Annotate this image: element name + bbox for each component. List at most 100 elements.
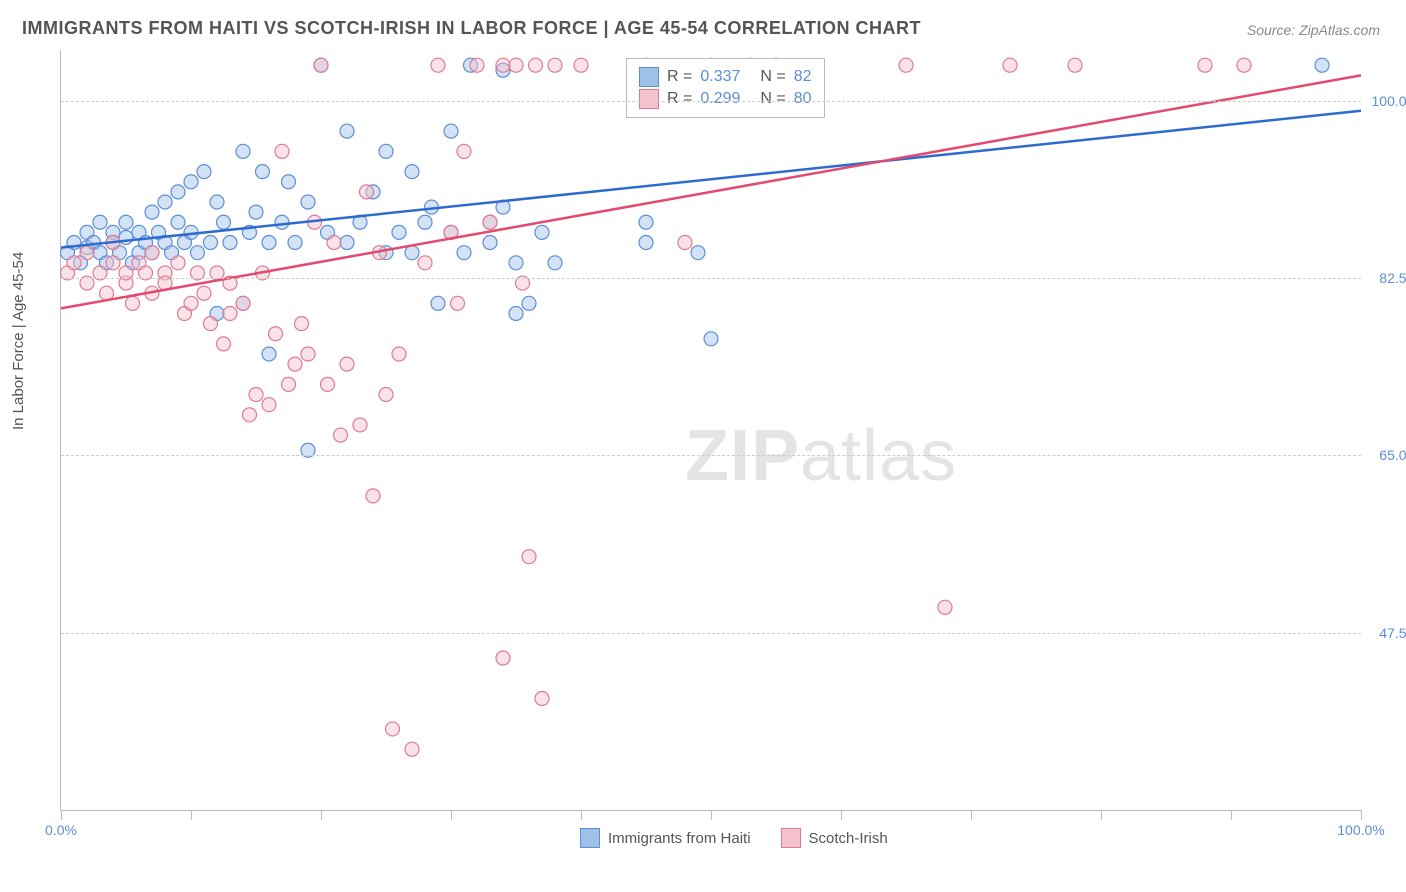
x-tick — [971, 810, 972, 820]
data-point-scotch — [275, 144, 289, 158]
data-point-haiti — [535, 225, 549, 239]
legend-swatch-icon — [781, 828, 801, 848]
data-point-haiti — [457, 246, 471, 260]
data-point-scotch — [451, 296, 465, 310]
x-tick — [1231, 810, 1232, 820]
data-point-scotch — [1198, 58, 1212, 72]
data-point-scotch — [314, 58, 328, 72]
data-point-scotch — [899, 58, 913, 72]
data-point-haiti — [431, 296, 445, 310]
x-tick — [61, 810, 62, 820]
trend-line-haiti — [61, 111, 1361, 248]
data-point-scotch — [217, 337, 231, 351]
data-point-haiti — [548, 256, 562, 270]
data-point-haiti — [301, 195, 315, 209]
n-value: 80 — [794, 90, 812, 108]
legend-swatch-icon — [580, 828, 600, 848]
legend-swatch-icon — [639, 89, 659, 109]
chart-title: IMMIGRANTS FROM HAITI VS SCOTCH-IRISH IN… — [22, 18, 921, 39]
y-tick-label: 65.0% — [1369, 447, 1406, 463]
data-point-scotch — [1068, 58, 1082, 72]
chart-container: IMMIGRANTS FROM HAITI VS SCOTCH-IRISH IN… — [0, 0, 1406, 892]
r-label: R = — [667, 90, 692, 108]
data-point-haiti — [340, 124, 354, 138]
data-point-haiti — [256, 165, 270, 179]
data-point-scotch — [145, 246, 159, 260]
data-point-scotch — [269, 327, 283, 341]
data-point-scotch — [67, 256, 81, 270]
r-value: 0.337 — [700, 68, 740, 86]
data-point-haiti — [249, 205, 263, 219]
data-point-scotch — [496, 651, 510, 665]
data-point-scotch — [204, 317, 218, 331]
data-point-scotch — [431, 58, 445, 72]
data-point-scotch — [80, 246, 94, 260]
x-tick-label: 0.0% — [45, 822, 77, 838]
data-point-scotch — [483, 215, 497, 229]
legend-swatch-icon — [639, 67, 659, 87]
data-point-haiti — [210, 195, 224, 209]
data-point-haiti — [158, 195, 172, 209]
r-value: 0.299 — [700, 90, 740, 108]
data-point-scotch — [529, 58, 543, 72]
data-point-scotch — [262, 398, 276, 412]
x-tick — [581, 810, 582, 820]
data-point-scotch — [282, 377, 296, 391]
data-point-haiti — [223, 236, 237, 250]
data-point-scotch — [418, 256, 432, 270]
x-tick — [191, 810, 192, 820]
r-label: R = — [667, 68, 692, 86]
x-tick — [711, 810, 712, 820]
data-point-scotch — [386, 722, 400, 736]
data-point-scotch — [496, 58, 510, 72]
legend-item-haiti: Immigrants from Haiti — [580, 828, 751, 848]
x-tick-label: 100.0% — [1337, 822, 1384, 838]
data-point-haiti — [522, 296, 536, 310]
data-point-haiti — [145, 205, 159, 219]
data-point-haiti — [217, 215, 231, 229]
data-point-haiti — [418, 215, 432, 229]
data-point-scotch — [535, 692, 549, 706]
data-point-haiti — [509, 256, 523, 270]
data-point-scotch — [470, 58, 484, 72]
data-point-scotch — [379, 388, 393, 402]
data-point-haiti — [171, 215, 185, 229]
data-point-scotch — [171, 256, 185, 270]
data-point-scotch — [678, 236, 692, 250]
data-point-scotch — [223, 306, 237, 320]
legend-row-scotch: R = 0.299 N = 80 — [639, 89, 812, 109]
n-label: N = — [760, 90, 785, 108]
data-point-scotch — [106, 256, 120, 270]
legend-item-scotch: Scotch-Irish — [781, 828, 888, 848]
correlation-legend: R = 0.337 N = 82 R = 0.299 N = 80 — [626, 58, 825, 118]
data-point-haiti — [119, 215, 133, 229]
n-value: 82 — [794, 68, 812, 86]
data-point-haiti — [405, 246, 419, 260]
data-point-haiti — [639, 236, 653, 250]
gridline-h — [61, 455, 1361, 456]
data-point-haiti — [444, 124, 458, 138]
n-label: N = — [760, 68, 785, 86]
data-point-haiti — [204, 236, 218, 250]
x-tick — [451, 810, 452, 820]
data-point-scotch — [574, 58, 588, 72]
y-axis-label: In Labor Force | Age 45-54 — [10, 252, 27, 430]
data-point-haiti — [379, 144, 393, 158]
data-point-haiti — [509, 306, 523, 320]
data-point-haiti — [483, 236, 497, 250]
data-point-haiti — [288, 236, 302, 250]
data-point-scotch — [938, 600, 952, 614]
data-point-scotch — [405, 742, 419, 756]
data-point-haiti — [262, 236, 276, 250]
x-tick — [1101, 810, 1102, 820]
gridline-h — [61, 101, 1361, 102]
data-point-haiti — [392, 225, 406, 239]
x-tick — [1361, 810, 1362, 820]
y-tick-label: 100.0% — [1369, 93, 1406, 109]
data-point-scotch — [366, 489, 380, 503]
data-point-haiti — [262, 347, 276, 361]
data-point-scotch — [236, 296, 250, 310]
data-point-haiti — [275, 215, 289, 229]
data-point-scotch — [321, 377, 335, 391]
data-point-haiti — [340, 236, 354, 250]
